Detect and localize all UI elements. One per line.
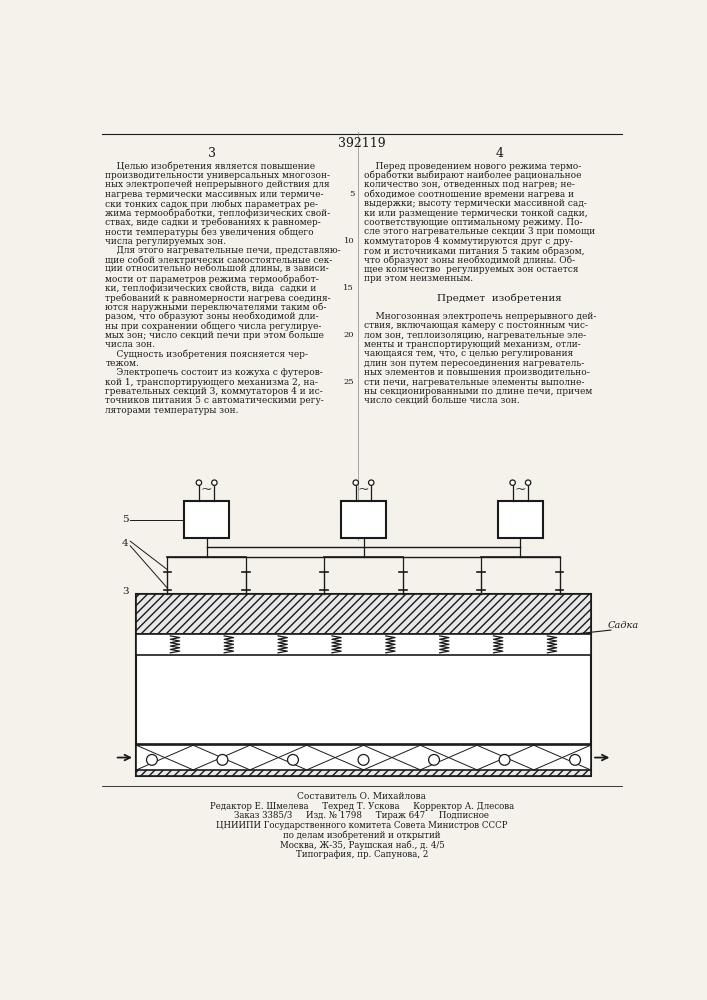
Text: гревательных секций 3, коммутаторов 4 и ис-: гревательных секций 3, коммутаторов 4 и … xyxy=(105,387,323,396)
Circle shape xyxy=(146,754,158,765)
Text: Редактор Е. Шмелева     Техред Т. Ускова     Корректор А. Длесова: Редактор Е. Шмелева Техред Т. Ускова Кор… xyxy=(210,802,514,811)
Text: ных электропечей непрерывного действия для: ных электропечей непрерывного действия д… xyxy=(105,180,330,189)
Bar xyxy=(136,744,590,776)
Text: гом и источниками питания 5 таким образом,: гом и источниками питания 5 таким образо… xyxy=(363,246,584,256)
Text: 5: 5 xyxy=(349,190,354,198)
Text: сле этого нагревательные секции 3 при помощи: сле этого нагревательные секции 3 при по… xyxy=(363,227,595,236)
Text: ны при сохранении общего числа регулируе-: ны при сохранении общего числа регулируе… xyxy=(105,321,322,331)
Circle shape xyxy=(368,480,374,485)
Text: ляторами температуры зон.: ляторами температуры зон. xyxy=(105,406,239,415)
Text: тежом.: тежом. xyxy=(105,359,139,368)
Text: Заказ 3385/3     Изд. № 1798     Тираж 647     Подписное: Заказ 3385/3 Изд. № 1798 Тираж 647 Подпи… xyxy=(235,811,489,820)
Bar xyxy=(136,594,590,776)
Bar xyxy=(136,745,590,770)
Bar xyxy=(136,744,590,776)
Text: ности температуры без увеличения общего: ности температуры без увеличения общего xyxy=(105,227,314,237)
Circle shape xyxy=(428,754,440,765)
Circle shape xyxy=(510,480,515,485)
Text: ки, теплофизических свойств, вида  садки и: ки, теплофизических свойств, вида садки … xyxy=(105,284,317,293)
Text: лом зон, теплоизоляцию, нагревательные эле-: лом зон, теплоизоляцию, нагревательные э… xyxy=(363,331,585,340)
Text: 2: 2 xyxy=(187,764,194,773)
Circle shape xyxy=(211,480,217,485)
Text: ны секционированными по длине печи, причем: ны секционированными по длине печи, прич… xyxy=(363,387,592,396)
Bar xyxy=(136,594,590,634)
Text: щие собой электрически самостоятельные сек-: щие собой электрически самостоятельные с… xyxy=(105,256,333,265)
Text: требований к равномерности нагрева соединя-: требований к равномерности нагрева соеди… xyxy=(105,293,331,303)
Text: обходимое соотношение времени нагрева и: обходимое соотношение времени нагрева и xyxy=(363,190,573,199)
Circle shape xyxy=(525,480,531,485)
Text: разом, что образуют зоны необходимой дли-: разом, что образуют зоны необходимой дли… xyxy=(105,312,319,321)
Text: Типография, пр. Сапунова, 2: Типография, пр. Сапунова, 2 xyxy=(296,850,428,859)
Text: Электропечь состоит из кожуха с футеров-: Электропечь состоит из кожуха с футеров- xyxy=(105,368,323,377)
Text: ствах, виде садки и требованиях к равномер-: ствах, виде садки и требованиях к равном… xyxy=(105,218,321,227)
Text: 20: 20 xyxy=(344,331,354,339)
Circle shape xyxy=(217,754,228,765)
Bar xyxy=(136,634,590,655)
Text: 3: 3 xyxy=(122,587,129,596)
Bar xyxy=(184,501,229,538)
Text: ствия, включающая камеру с постоянным чис-: ствия, включающая камеру с постоянным чи… xyxy=(363,321,588,330)
Text: 392119: 392119 xyxy=(338,137,386,150)
Text: ~: ~ xyxy=(358,483,369,497)
Text: щее количество  регулируемых зон остается: щее количество регулируемых зон остается xyxy=(363,265,578,274)
Text: ~: ~ xyxy=(201,483,212,497)
Text: коммутаторов 4 коммутируются друг с дру-: коммутаторов 4 коммутируются друг с дру- xyxy=(363,237,573,246)
Text: ~: ~ xyxy=(515,483,526,497)
Bar xyxy=(341,501,386,538)
Text: ных элементов и повышения производительно-: ных элементов и повышения производительн… xyxy=(363,368,589,377)
Text: менты и транспортирующий механизм, отли-: менты и транспортирующий механизм, отли- xyxy=(363,340,580,349)
Circle shape xyxy=(288,754,298,765)
Text: числа зон.: числа зон. xyxy=(105,340,156,349)
Text: Предмет  изобретения: Предмет изобретения xyxy=(437,293,561,303)
Circle shape xyxy=(358,754,369,765)
Text: точников питания 5 с автоматическими регу-: точников питания 5 с автоматическими рег… xyxy=(105,396,325,405)
Bar xyxy=(136,594,590,634)
Text: мости от параметров режима термообработ-: мости от параметров режима термообработ- xyxy=(105,274,319,284)
Text: сти печи, нагревательные элементы выполне-: сти печи, нагревательные элементы выполн… xyxy=(363,378,584,387)
Text: Целью изобретения является повышение: Целью изобретения является повышение xyxy=(105,162,315,171)
Circle shape xyxy=(196,480,201,485)
Text: 15: 15 xyxy=(344,284,354,292)
Bar xyxy=(498,501,543,538)
Text: длин зон путем пересоединения нагреватель-: длин зон путем пересоединения нагревател… xyxy=(363,359,584,368)
Text: выдержки; высоту термически массивной сад-: выдержки; высоту термически массивной са… xyxy=(363,199,586,208)
Text: 4: 4 xyxy=(122,539,129,548)
Text: число секций больше числа зон.: число секций больше числа зон. xyxy=(363,396,519,405)
Text: жима термообработки, теплофизических свой-: жима термообработки, теплофизических сво… xyxy=(105,209,331,218)
Text: чающаяся тем, что, с целью регулирования: чающаяся тем, что, с целью регулирования xyxy=(363,349,573,358)
Text: 4: 4 xyxy=(495,147,503,160)
Circle shape xyxy=(353,480,358,485)
Text: ЦНИИПИ Государственного комитета Совета Министров СССР: ЦНИИПИ Государственного комитета Совета … xyxy=(216,821,508,830)
Text: Сущность изобретения поясняется чер-: Сущность изобретения поясняется чер- xyxy=(105,349,308,359)
Text: 10: 10 xyxy=(344,237,354,245)
Text: мых зон; число секций печи при этом больше: мых зон; число секций печи при этом боль… xyxy=(105,331,325,340)
Text: Москва, Ж-35, Раушская наб., д. 4/5: Москва, Ж-35, Раушская наб., д. 4/5 xyxy=(279,840,444,850)
Text: что образуют зоны необходимой длины. Об-: что образуют зоны необходимой длины. Об- xyxy=(363,256,575,265)
Circle shape xyxy=(499,754,510,765)
Text: количество зон, отведенных под нагрев; не-: количество зон, отведенных под нагрев; н… xyxy=(363,180,574,189)
Text: числа регулируемых зон.: числа регулируемых зон. xyxy=(105,237,226,246)
Text: ки или размещение термически тонкой садки,: ки или размещение термически тонкой садк… xyxy=(363,209,587,218)
Text: нагрева термически массивных или термиче-: нагрева термически массивных или термиче… xyxy=(105,190,324,199)
Text: по делам изобретений и открытий: по делам изобретений и открытий xyxy=(284,831,440,840)
Text: ски тонких садок при любых параметрах ре-: ски тонких садок при любых параметрах ре… xyxy=(105,199,318,209)
Text: 3: 3 xyxy=(209,147,216,160)
Text: ются наружными переключателями таким об-: ются наружными переключателями таким об- xyxy=(105,302,327,312)
Text: Садка: Садка xyxy=(607,621,639,630)
Text: Многозонная электропечь непрерывного дей-: Многозонная электропечь непрерывного дей… xyxy=(363,312,596,321)
Text: ции относительно небольшой длины, в зависи-: ции относительно небольшой длины, в зави… xyxy=(105,265,329,274)
Text: Составитель О. Михайлова: Составитель О. Михайлова xyxy=(298,792,426,801)
Text: производительности универсальных многозон-: производительности универсальных многозо… xyxy=(105,171,330,180)
Text: 5: 5 xyxy=(122,515,129,524)
Text: 25: 25 xyxy=(344,378,354,386)
Text: соответствующие оптимальному режиму. По-: соответствующие оптимальному режиму. По- xyxy=(363,218,582,227)
Circle shape xyxy=(570,754,580,765)
Text: кой 1, транспортирующего механизма 2, на-: кой 1, транспортирующего механизма 2, на… xyxy=(105,378,318,387)
Text: обработки выбирают наиболее рациональное: обработки выбирают наиболее рациональное xyxy=(363,171,581,180)
Text: Для этого нагревательные печи, представляю-: Для этого нагревательные печи, представл… xyxy=(105,246,341,255)
Text: 1: 1 xyxy=(222,764,229,773)
Text: при этом неизменным.: при этом неизменным. xyxy=(363,274,472,283)
Text: Перед проведением нового режима термо-: Перед проведением нового режима термо- xyxy=(363,162,580,171)
